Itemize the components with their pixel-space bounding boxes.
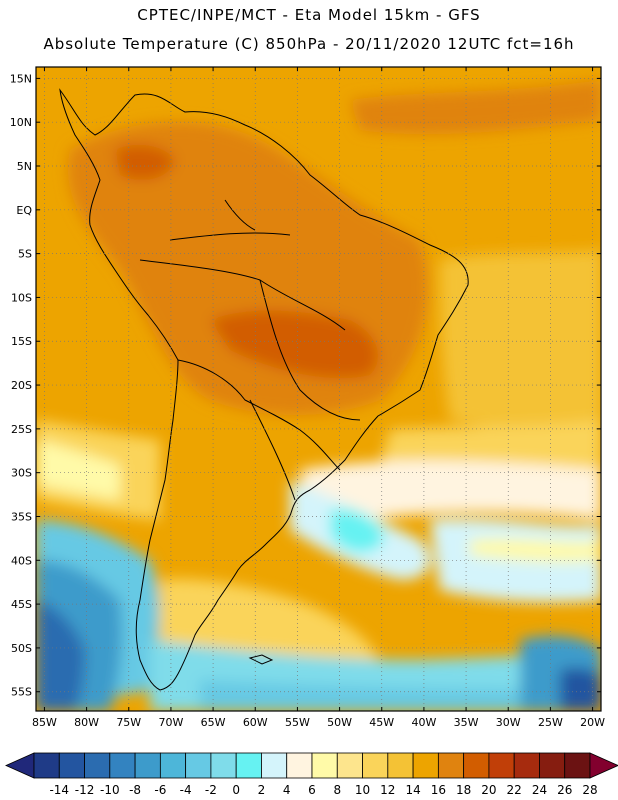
lat-tick-label: 40S (11, 554, 32, 567)
colorbar-label: 10 (355, 783, 370, 797)
lat-tick-label: 5N (17, 160, 32, 173)
lat-tick-label: 50S (11, 642, 32, 655)
colorbar-swatch (134, 752, 161, 779)
lon-tick-label: 85W (32, 716, 57, 729)
colorbar-label: 16 (431, 783, 446, 797)
colorbar-label: 18 (456, 783, 471, 797)
lon-tick-label: 30W (496, 716, 521, 729)
temperature-field (36, 67, 601, 711)
lon-tick-label: 20W (580, 716, 605, 729)
colorbar-swatch (58, 752, 85, 779)
colorbar-swatch (84, 752, 111, 779)
colorbar-label: 20 (481, 783, 496, 797)
colorbar-swatch (412, 752, 439, 779)
colorbar-swatch (109, 752, 136, 779)
colorbar-swatch (513, 752, 540, 779)
lat-tick-label: 15S (11, 335, 32, 348)
lon-tick-label: 45W (369, 716, 394, 729)
lon-tick-label: 80W (74, 716, 99, 729)
coastlines (59, 88, 469, 691)
colorbar-label: -6 (154, 783, 166, 797)
colorbar-label: 6 (308, 783, 316, 797)
colorbar-label: -4 (180, 783, 192, 797)
lat-tick-label: 10N (10, 116, 32, 129)
lon-tick-label: 50W (327, 716, 352, 729)
lat-tick-label: 10S (11, 291, 32, 304)
colorbar-label: 12 (380, 783, 395, 797)
colorbar-swatch (488, 752, 515, 779)
colorbar-swatch (261, 752, 288, 779)
lon-tick-label: 35W (454, 716, 479, 729)
lat-tick-label: 5S (18, 248, 32, 261)
colorbar-label: 8 (333, 783, 341, 797)
colorbar-label: -14 (49, 783, 69, 797)
colorbar-over-arrow (589, 752, 618, 779)
lon-tick-label: 60W (243, 716, 268, 729)
lat-lon-gridlines (36, 67, 601, 711)
lat-tick-label: 25S (11, 423, 32, 436)
lat-tick-label: EQ (16, 204, 32, 217)
colorbar-swatch (159, 752, 187, 779)
colorbar-under-arrow (5, 752, 35, 779)
colorbar-label: 14 (405, 783, 420, 797)
colorbar-label: 4 (283, 783, 291, 797)
colorbar-label: 22 (507, 783, 522, 797)
lat-tick-label: 20S (11, 379, 32, 392)
lon-tick-label: 75W (116, 716, 141, 729)
colorbar-label: -12 (75, 783, 95, 797)
colorbar-swatch (362, 752, 389, 779)
colorbar-swatch (336, 752, 363, 779)
colorbar-swatch (235, 752, 262, 779)
map-title-model: CPTEC/INPE/MCT - Eta Model 15km - GFS (137, 6, 481, 24)
colorbar-swatch (539, 752, 566, 779)
lat-tick-label: 35S (11, 510, 32, 523)
lon-tick-label: 65W (201, 716, 226, 729)
colorbar-label: 24 (532, 783, 547, 797)
colorbar-swatch (286, 752, 313, 779)
map-title-variable: Absolute Temperature (C) 850hPa - 20/11/… (43, 35, 575, 53)
map-frame (35, 66, 602, 712)
colorbar-swatch (185, 752, 212, 779)
colorbar-label: -8 (129, 783, 141, 797)
colorbar-swatch (387, 752, 414, 779)
colorbar-swatch (311, 752, 338, 779)
colorbar-swatch (210, 752, 237, 779)
lon-tick-label: 55W (285, 716, 310, 729)
lat-tick-label: 55S (11, 686, 32, 699)
colorbar-label: -10 (100, 783, 120, 797)
lat-tick-label: 45S (11, 598, 32, 611)
colorbar-label: 26 (557, 783, 572, 797)
colorbar: -14 -12 -10 -8 -6 -4 -2 0 2 4 6 8 10 12 14 16 18 20 22 24 26… (5, 752, 618, 797)
colorbar-label: 2 (258, 783, 266, 797)
lat-tick-label: 15N (10, 72, 32, 85)
axis-ticks: 15N 10N 5N EQ 5S 10S 15S 20S 25S 30S 35S 40S 45S 50S 5… (10, 67, 605, 729)
colorbar-swatch (437, 752, 465, 779)
lat-tick-label: 30S (11, 467, 32, 480)
lon-tick-label: 40W (411, 716, 436, 729)
lon-tick-label: 70W (158, 716, 183, 729)
colorbar-label: 28 (582, 783, 597, 797)
colorbar-swatch (564, 752, 591, 779)
colorbar-swatch (463, 752, 490, 779)
colorbar-label: 0 (232, 783, 240, 797)
lon-tick-label: 25W (538, 716, 563, 729)
colorbar-label: -2 (205, 783, 217, 797)
colorbar-swatch (33, 752, 60, 779)
